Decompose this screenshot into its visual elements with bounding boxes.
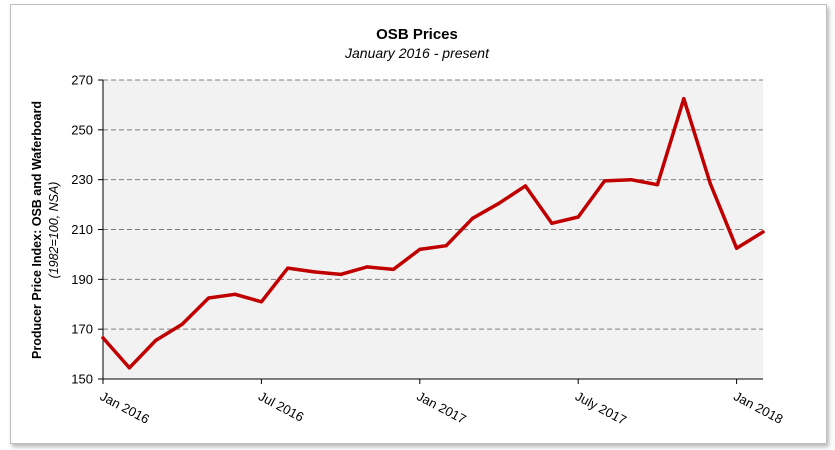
data-point [576,215,580,219]
data-point [603,179,607,183]
y-tick-label: 150 [71,372,93,387]
data-point [127,366,131,370]
data-point [286,266,290,270]
y-tick-label: 170 [71,322,93,337]
y-tick-label: 190 [71,272,93,287]
data-point [497,201,501,205]
y-axis-label-note: (1982=100, NSA) [47,182,61,279]
y-tick-label: 230 [71,172,93,187]
series-line-osb-ppi [101,96,765,370]
y-tick-label: 250 [71,122,93,137]
data-point [655,183,660,187]
data-point [339,272,343,276]
y-axis-label: Producer Price Index: OSB and Waferboard [30,101,44,359]
x-tick-label: Jan 2016 [98,388,152,426]
data-point [682,97,686,101]
chart-title: OSB Prices [376,26,458,43]
data-point [523,184,528,188]
y-tick-label: 210 [71,222,93,237]
x-tick-label: July 2017 [573,388,629,427]
data-point [312,270,316,274]
y-tick-label: 270 [71,73,93,88]
data-point [761,230,765,234]
x-axis-ticks: Jan 2016 Jul 2016 Jan 2017 July 2017 Jan 201… [98,379,785,428]
data-point [259,300,263,304]
data-point [444,244,448,248]
x-tick-label: Jan 2018 [731,388,785,426]
data-point [391,267,395,271]
data-point [154,338,158,342]
x-tick-label: Jul 2016 [256,388,306,424]
data-point [207,296,211,300]
series-group [101,96,765,370]
x-tick-label: Jan 2017 [414,388,468,426]
gridlines [103,79,763,330]
data-point [550,221,554,225]
data-point [708,181,712,186]
data-point [629,178,633,182]
data-point [418,247,422,252]
data-point [101,336,105,340]
data-point [365,265,369,269]
y-axis-ticks: 150 170 190 210 230 250 270 [71,73,103,387]
chart-subtitle: January 2016 - present [344,45,490,61]
data-point [180,322,184,326]
data-point [471,216,475,220]
data-point [233,292,237,296]
data-point [735,246,739,250]
